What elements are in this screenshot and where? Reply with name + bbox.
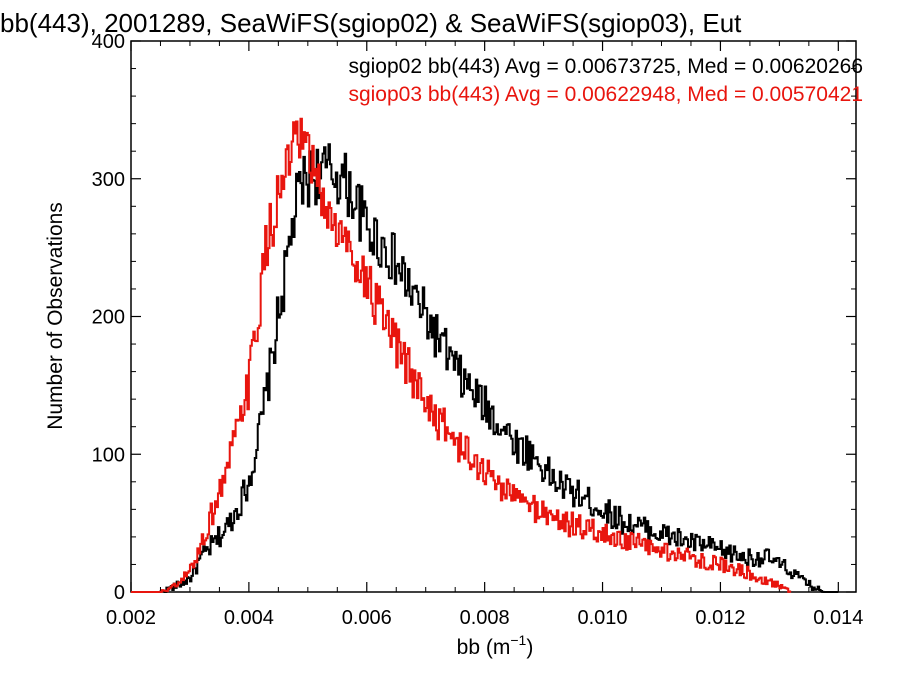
- histogram-series-1: [131, 117, 792, 593]
- histogram-series-0: [131, 143, 839, 593]
- x-axis-ticks: 0.002 0.004 0.006 0.008 0.010 0.012 0.014: [106, 41, 863, 629]
- x-tick-label: 0.006: [342, 607, 392, 629]
- x-tick-label: 0.012: [695, 607, 745, 629]
- x-tick-label: 0.002: [106, 607, 156, 629]
- y-tick-label: 200: [92, 307, 125, 329]
- x-axis-label-superscript: −1: [510, 632, 526, 648]
- plot-frame: [130, 40, 857, 593]
- chart-title: bb(443), 2001289, SeaWiFS(sgiop02) & Sea…: [0, 8, 742, 38]
- x-tick-label: 0.014: [813, 607, 863, 629]
- y-axis-label: Number of Observations: [44, 202, 67, 430]
- y-axis-ticks: 0 100 200 300 400: [92, 31, 856, 604]
- x-tick-label: 0.004: [224, 607, 274, 629]
- x-axis-label-end: ): [526, 636, 533, 659]
- histogram-series: [131, 117, 839, 593]
- y-tick-label: 100: [92, 444, 125, 466]
- y-tick-label: 300: [92, 169, 125, 191]
- x-axis-label: bb (m−1): [457, 632, 534, 659]
- x-tick-label: 0.008: [460, 607, 510, 629]
- y-tick-label: 0: [114, 582, 125, 604]
- annotation-sgiop02: sgiop02 bb(443) Avg = 0.00673725, Med = …: [348, 55, 863, 78]
- annotation-sgiop03: sgiop03 bb(443) Avg = 0.00622948, Med = …: [348, 83, 863, 106]
- x-tick-label: 0.010: [578, 607, 628, 629]
- x-axis-label-base: bb (m: [457, 636, 511, 659]
- y-tick-label: 400: [92, 31, 125, 53]
